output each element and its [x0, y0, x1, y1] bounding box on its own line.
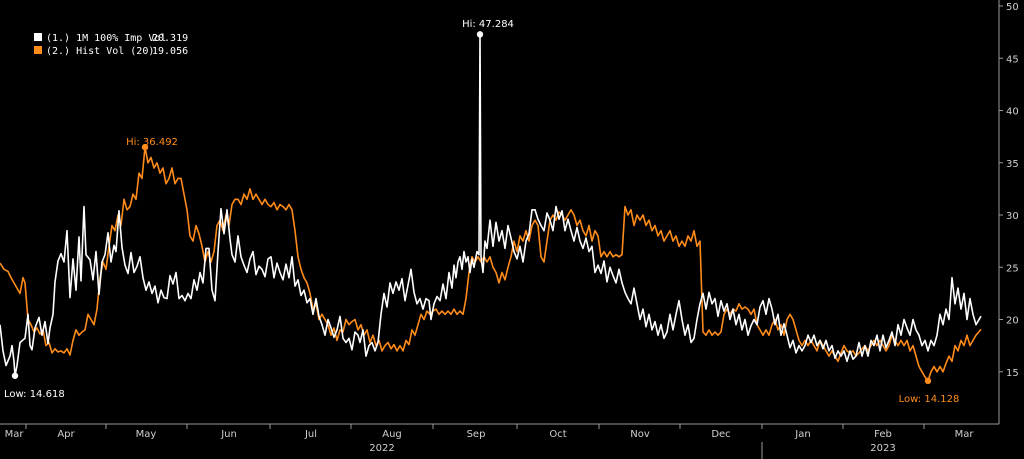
- y-tick-label: 15: [1006, 368, 1019, 379]
- y-tick-label: 40: [1006, 107, 1019, 118]
- y-tick-label: 50: [1006, 2, 1019, 13]
- x-tick-label: Aug: [382, 429, 402, 440]
- y-tick-label: 45: [1006, 54, 1019, 65]
- annotations: Hi: 47.284 Low: 14.618 Hi: 36.492 Low: 14.1…: [4, 19, 959, 405]
- y-tick-label: 25: [1006, 263, 1019, 274]
- imp-low-marker: [11, 372, 19, 379]
- hist-high-label: Hi: 36.492: [126, 137, 178, 148]
- legend-label-imp: (1.) 1M 100% Imp Vol: [46, 33, 166, 44]
- imp-high-label: Hi: 47.284: [462, 19, 514, 30]
- x-tick-label: Jul: [304, 429, 317, 440]
- x-tick-label: Dec: [711, 429, 730, 440]
- x-tick-label: Nov: [630, 429, 650, 440]
- legend-last-hist: 19.056: [152, 46, 188, 57]
- imp-high-marker: [476, 31, 484, 38]
- imp-low-label: Low: 14.618: [4, 389, 65, 400]
- x-tick-label: Sep: [467, 429, 486, 440]
- y-tick-label: 30: [1006, 211, 1019, 222]
- legend-label-hist: (2.) Hist Vol (20): [46, 46, 154, 57]
- legend-swatch-imp: [34, 33, 42, 41]
- x-tick-label: Mar: [5, 429, 25, 440]
- x-tick-label: Oct: [549, 429, 566, 440]
- x-tick-label: Feb: [874, 429, 892, 440]
- hist-high-marker: [141, 143, 149, 151]
- x-tick-label: May: [136, 429, 157, 440]
- y-tick-label: 35: [1006, 159, 1019, 170]
- hist-low-label: Low: 14.128: [899, 394, 960, 405]
- year-label: 2022: [369, 443, 394, 454]
- x-tick-label: Jan: [794, 429, 810, 440]
- y-tick-label: 20: [1006, 316, 1019, 327]
- x-tick-label: Apr: [57, 429, 75, 440]
- x-tick-label: Jun: [220, 429, 237, 440]
- series-line-hist-vol: [0, 146, 982, 382]
- legend-last-imp: 20.319: [152, 33, 188, 44]
- legend-swatch-hist: [34, 46, 42, 54]
- hist-low-marker: [924, 377, 932, 385]
- legend: (1.) 1M 100% Imp Vol 20.319 (2.) Hist Vo…: [34, 33, 188, 57]
- year-label: 2023: [870, 443, 895, 454]
- x-tick-label: Mar: [955, 429, 975, 440]
